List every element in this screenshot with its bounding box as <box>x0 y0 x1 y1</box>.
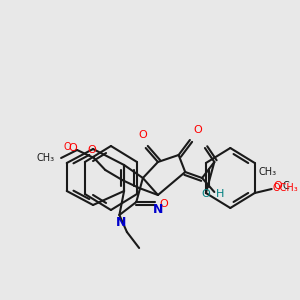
Text: N: N <box>153 203 163 216</box>
Text: CH₃: CH₃ <box>259 167 277 177</box>
Text: O: O <box>139 130 147 140</box>
Text: CH₃: CH₃ <box>36 153 55 163</box>
Text: O: O <box>88 145 97 155</box>
Text: H: H <box>216 189 225 199</box>
Text: O: O <box>160 199 169 209</box>
Text: OCH₃: OCH₃ <box>273 183 298 193</box>
Text: O: O <box>201 189 210 199</box>
Text: N: N <box>116 216 127 229</box>
Text: O: O <box>194 125 203 135</box>
Text: O: O <box>68 143 77 153</box>
Text: O: O <box>274 181 282 191</box>
Text: O: O <box>64 142 71 152</box>
Text: C: C <box>283 181 290 191</box>
